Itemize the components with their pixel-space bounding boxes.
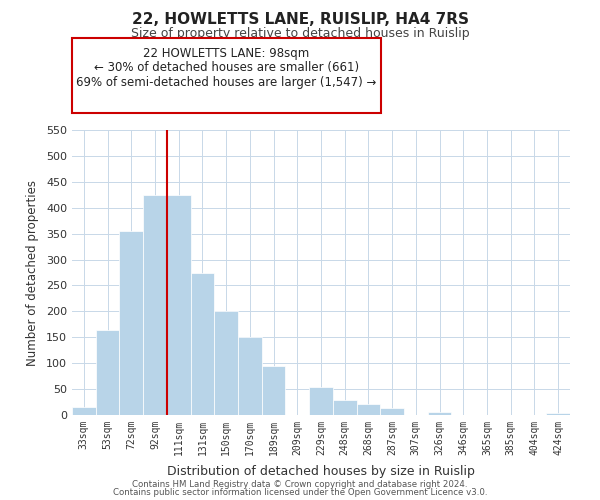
Bar <box>238 338 262 415</box>
Bar <box>546 414 570 415</box>
Bar <box>428 412 451 415</box>
Text: 22, HOWLETTS LANE, RUISLIP, HA4 7RS: 22, HOWLETTS LANE, RUISLIP, HA4 7RS <box>131 12 469 28</box>
Text: ← 30% of detached houses are smaller (661): ← 30% of detached houses are smaller (66… <box>94 62 359 74</box>
Bar <box>380 408 404 415</box>
Bar <box>214 312 238 415</box>
Text: 22 HOWLETTS LANE: 98sqm: 22 HOWLETTS LANE: 98sqm <box>143 46 310 60</box>
Bar <box>167 195 191 415</box>
Bar <box>309 386 333 415</box>
Text: Contains public sector information licensed under the Open Government Licence v3: Contains public sector information licen… <box>113 488 487 497</box>
Bar <box>96 330 119 415</box>
Bar <box>119 231 143 415</box>
Bar <box>333 400 356 415</box>
Text: Size of property relative to detached houses in Ruislip: Size of property relative to detached ho… <box>131 28 469 40</box>
Text: Contains HM Land Registry data © Crown copyright and database right 2024.: Contains HM Land Registry data © Crown c… <box>132 480 468 489</box>
Y-axis label: Number of detached properties: Number of detached properties <box>26 180 39 366</box>
Bar <box>356 404 380 415</box>
Bar <box>143 195 167 415</box>
Bar <box>191 272 214 415</box>
Bar <box>262 366 286 415</box>
Text: 69% of semi-detached houses are larger (1,547) →: 69% of semi-detached houses are larger (… <box>76 76 377 90</box>
Text: Distribution of detached houses by size in Ruislip: Distribution of detached houses by size … <box>167 464 475 477</box>
Bar <box>72 407 96 415</box>
